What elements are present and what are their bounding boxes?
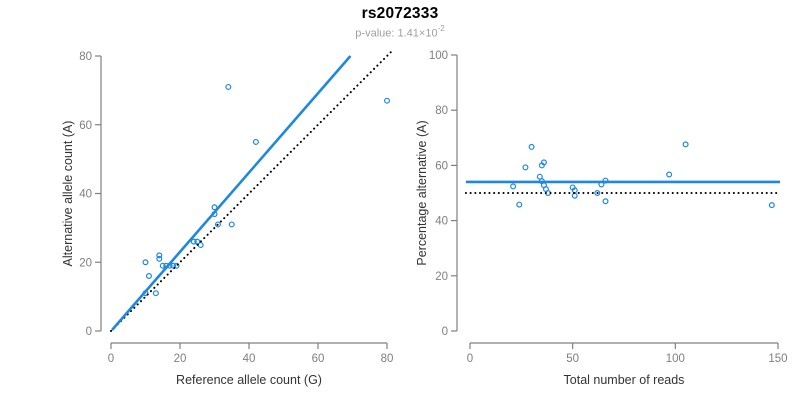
y-tick-label: 60 — [79, 120, 92, 132]
data-point — [252, 138, 259, 145]
data-point — [528, 143, 535, 150]
data-point — [156, 252, 163, 259]
data-point — [170, 262, 177, 269]
data-point — [768, 202, 775, 209]
ref-vs-alt-x-axis-label: Reference allele count (G) — [176, 373, 322, 387]
reads-vs-percentage-x-axis-label: Total number of reads — [564, 373, 685, 387]
data-point — [384, 97, 391, 104]
title-block: rs2072333 p-value: 1.41×10-2 — [0, 0, 800, 40]
data-point — [516, 201, 523, 208]
data-point — [682, 141, 689, 148]
x-tick-label: 0 — [467, 353, 473, 365]
data-point — [538, 162, 545, 169]
identity-line — [110, 49, 394, 332]
data-point — [228, 221, 235, 228]
data-point — [173, 262, 180, 269]
x-tick-label: 80 — [381, 353, 394, 365]
y-tick-label: 20 — [79, 257, 92, 269]
regression-line — [111, 55, 352, 331]
data-point — [225, 83, 232, 90]
x-tick-label: 100 — [666, 353, 685, 365]
data-point — [142, 259, 149, 266]
y-tick-label: 80 — [435, 105, 448, 117]
x-tick-label: 40 — [243, 353, 256, 365]
data-point — [197, 242, 204, 249]
x-tick-label: 0 — [108, 353, 114, 365]
data-point — [145, 273, 152, 280]
y-tick-label: 0 — [86, 326, 92, 338]
data-point — [602, 198, 609, 205]
x-tick-label: 50 — [566, 353, 579, 365]
chart-subtitle: p-value: 1.41×10-2 — [0, 24, 800, 40]
data-point — [522, 164, 529, 171]
p-value-text: p-value: 1.41×10 — [355, 27, 438, 40]
y-tick-label: 20 — [435, 271, 448, 283]
x-tick-label: 20 — [174, 353, 187, 365]
data-point — [211, 204, 218, 211]
y-tick-label: 40 — [79, 189, 92, 201]
p-value-exponent: -2 — [437, 24, 445, 33]
data-point — [152, 290, 159, 297]
data-point — [159, 262, 166, 269]
reads-vs-percentage-y-axis-label: Percentage alternative (A) — [415, 120, 429, 265]
chart-title: rs2072333 — [361, 5, 439, 22]
data-point — [214, 221, 221, 228]
x-tick-label: 60 — [312, 353, 325, 365]
y-tick-label: 100 — [429, 50, 448, 62]
y-tick-label: 80 — [79, 51, 92, 63]
x-tick-label: 150 — [768, 353, 787, 365]
y-tick-label: 0 — [442, 326, 448, 338]
data-point — [666, 171, 673, 178]
data-point — [156, 255, 163, 262]
y-tick-label: 40 — [435, 216, 448, 228]
data-point — [571, 192, 578, 199]
ref-vs-alt-y-axis-label: Alternative allele count (A) — [61, 121, 75, 267]
data-point — [510, 183, 517, 190]
y-tick-label: 60 — [435, 160, 448, 172]
data-point — [594, 190, 601, 197]
data-point — [190, 238, 197, 245]
